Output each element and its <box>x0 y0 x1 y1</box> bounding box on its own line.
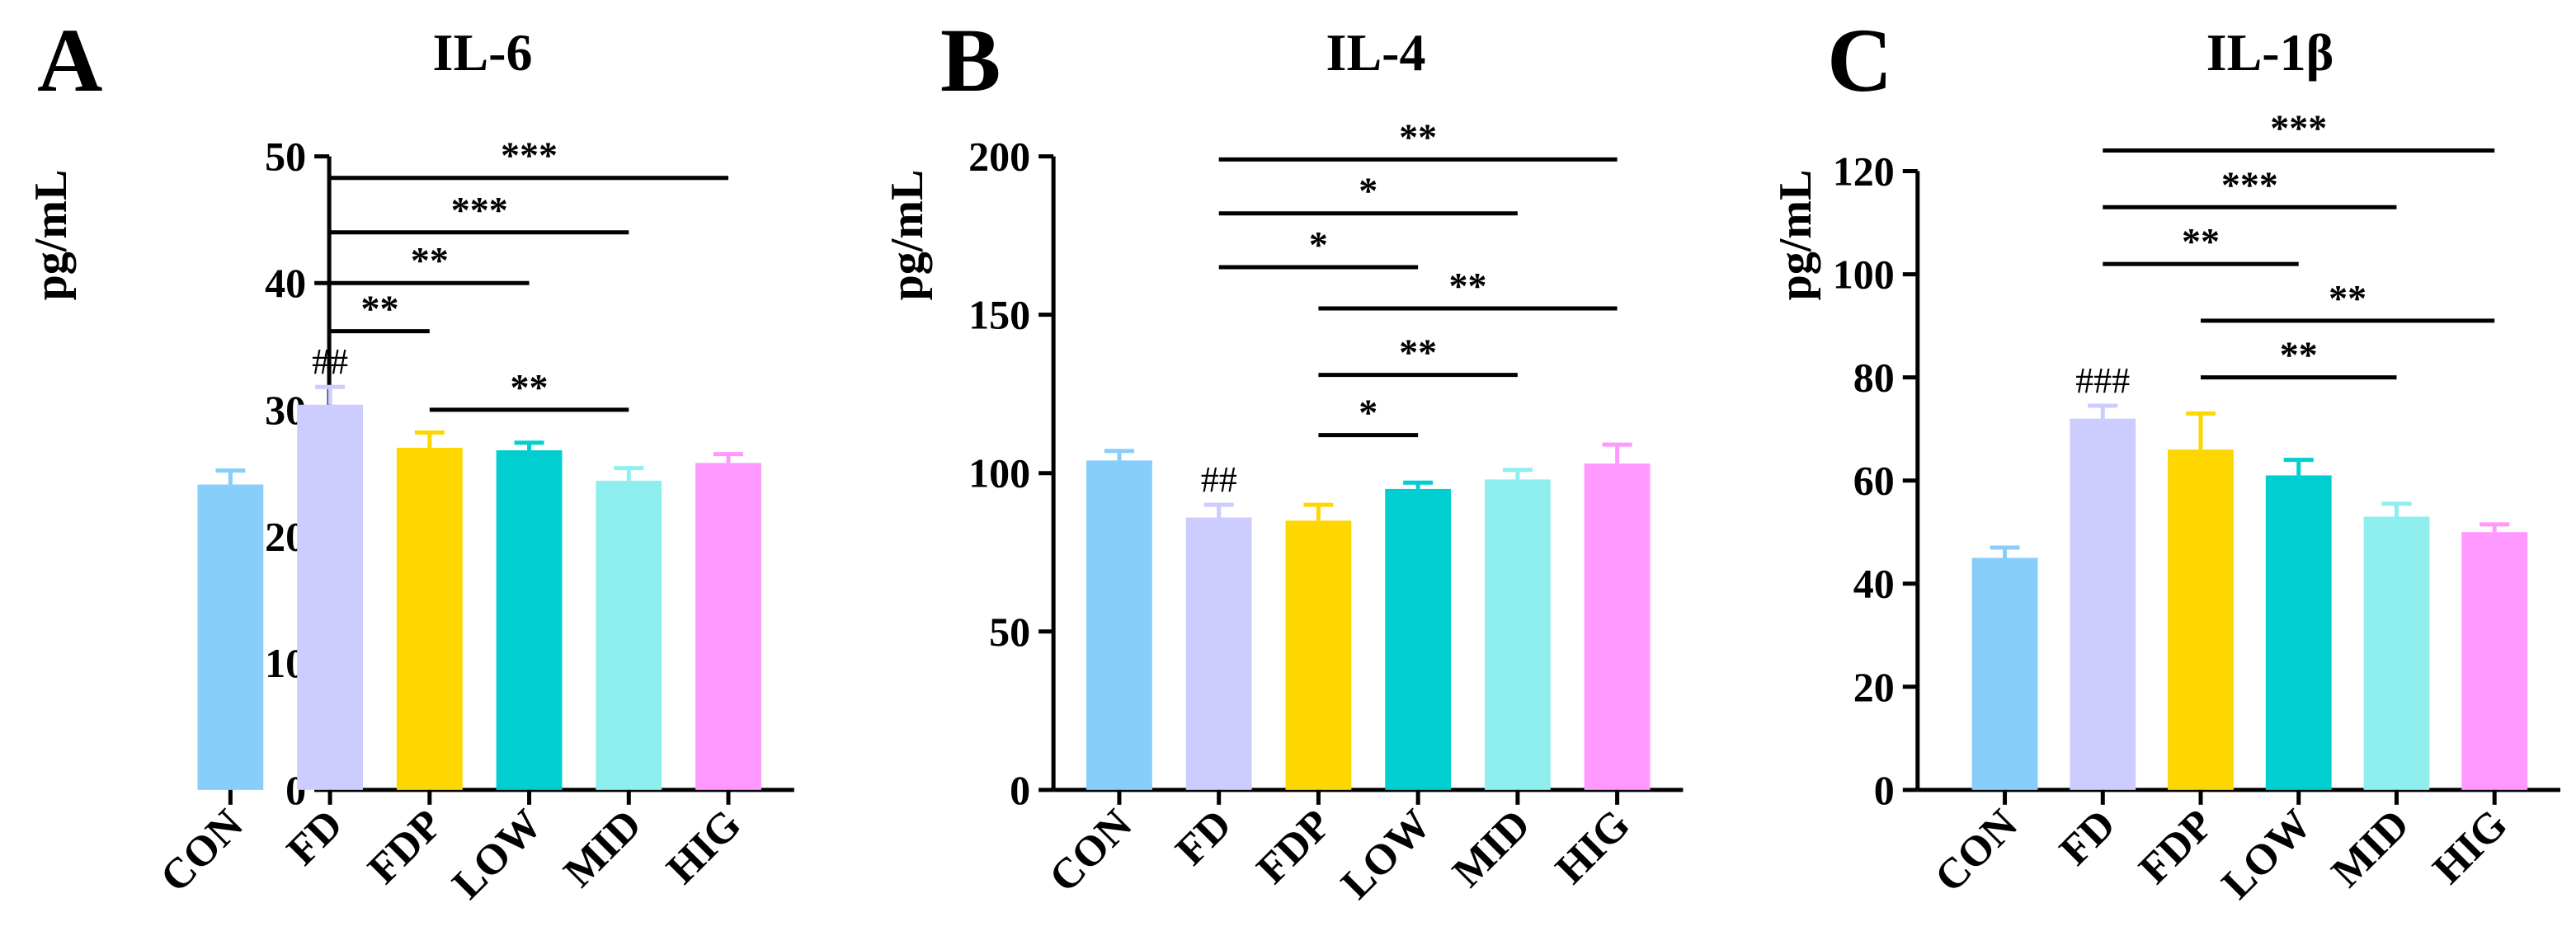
bar-fdp <box>2168 449 2234 790</box>
y-tick-label: 0 <box>1874 767 1895 813</box>
significance-label: *** <box>501 134 558 176</box>
significance-label: ** <box>1399 332 1437 374</box>
y-tick-label: 100 <box>1833 252 1895 298</box>
bar-con <box>1971 557 2038 790</box>
significance-label: *** <box>2270 107 2327 149</box>
y-axis-label: pg/mL <box>26 170 77 301</box>
y-tick-label: 150 <box>968 292 1030 338</box>
bar-hig <box>2461 532 2528 790</box>
x-tick-label: MID <box>2323 801 2418 896</box>
significance-label: ** <box>2280 334 2318 376</box>
panel-letter: C <box>1827 10 1892 111</box>
significance-label: ** <box>360 288 398 330</box>
bar-fd <box>2070 418 2136 790</box>
y-tick-label: 40 <box>265 260 306 306</box>
bar-mid <box>596 480 662 790</box>
bar-con <box>1086 460 1152 790</box>
significance-label: ** <box>2182 220 2220 262</box>
y-tick-label: 40 <box>1853 561 1895 607</box>
significance-label: ** <box>2329 277 2366 319</box>
bar-low <box>496 450 563 790</box>
significance-label: *** <box>451 189 508 231</box>
x-tick-label: HIG <box>1547 801 1639 893</box>
x-tick-label: CON <box>1040 801 1141 901</box>
x-tick-label: MID <box>555 801 651 896</box>
x-tick-label: FD <box>1167 801 1241 874</box>
x-tick-label: FD <box>2051 801 2124 874</box>
panel-letter: B <box>940 10 1001 111</box>
x-tick-label: FDP <box>360 801 452 893</box>
bar-low <box>1385 488 1452 790</box>
y-tick-label: 20 <box>1853 664 1895 710</box>
significance-label: ** <box>411 239 449 281</box>
x-tick-label: CON <box>1926 801 2027 901</box>
bar-fdp <box>396 447 463 790</box>
bar-hig <box>1584 463 1651 790</box>
y-tick-label: 0 <box>1010 767 1030 813</box>
y-tick-label: 60 <box>1853 458 1895 504</box>
y-tick-label: 120 <box>1833 148 1895 195</box>
y-tick-label: 200 <box>968 134 1030 180</box>
significance-label: ** <box>1399 115 1437 158</box>
x-tick-label: LOW <box>2213 801 2320 908</box>
bar-mid <box>1484 479 1551 790</box>
chart-title: IL-1β <box>2206 23 2334 82</box>
significance-hash: ## <box>312 341 348 382</box>
significance-label: ** <box>511 366 549 408</box>
x-tick-label: LOW <box>444 801 551 908</box>
x-tick-label: FDP <box>1248 801 1340 893</box>
panel-letter: A <box>37 10 102 111</box>
x-tick-label: HIG <box>658 801 751 893</box>
significance-hash: ### <box>2075 360 2130 401</box>
y-tick-label: 50 <box>989 609 1030 655</box>
x-tick-label: LOW <box>1332 801 1439 908</box>
chart-title: IL-6 <box>433 23 533 82</box>
y-tick-label: 50 <box>265 134 306 180</box>
x-tick-label: CON <box>152 801 252 901</box>
significance-label: ** <box>1449 265 1487 307</box>
panel-c: C IL-1β pg/mL 0 20 40 60 80 100 120 CON FD FDPLOW… <box>1770 10 2561 908</box>
y-tick-label: 80 <box>1853 355 1895 401</box>
bar-fd <box>1185 517 1252 790</box>
bar-fd <box>297 404 364 790</box>
significance-label: *** <box>2221 163 2278 205</box>
bar-con <box>197 484 264 790</box>
significance-hash: ## <box>1201 459 1237 500</box>
y-axis-label: pg/mL <box>882 170 933 301</box>
significance-label: * <box>1309 223 1328 266</box>
x-tick-label: MID <box>1443 801 1539 896</box>
y-tick-label: 100 <box>968 450 1030 496</box>
chart-title: IL-4 <box>1326 23 1426 82</box>
significance-label: * <box>1359 170 1377 212</box>
x-tick-label: FDP <box>2131 801 2223 893</box>
bar-fdp <box>1285 520 1352 790</box>
bar-low <box>2265 475 2332 790</box>
bar-hig <box>695 463 761 790</box>
significance-label: * <box>1359 392 1377 434</box>
y-axis-label: pg/mL <box>1770 170 1821 301</box>
bar-mid <box>2363 516 2430 790</box>
x-tick-label: HIG <box>2424 801 2517 893</box>
